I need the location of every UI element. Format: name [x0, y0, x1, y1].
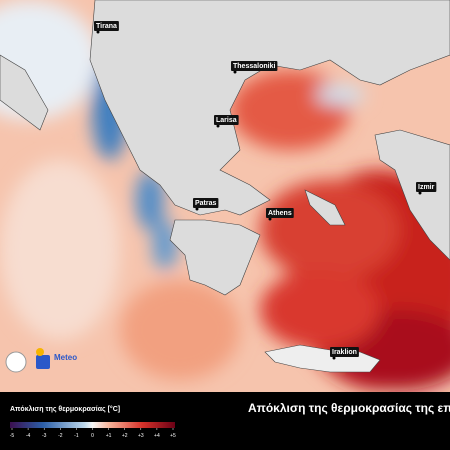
city-dot: [195, 207, 199, 211]
legend-title: Απόκλιση της θερμοκρασίας [°C]: [10, 405, 120, 413]
colorbar-tick-label: -2: [58, 433, 63, 439]
city-dot: [268, 217, 272, 221]
city-label-box: [231, 61, 278, 71]
city-label-box: [193, 198, 219, 208]
colorbar-tick-label: -4: [26, 433, 31, 439]
city-label: Larisa: [216, 117, 237, 124]
city-label-box: [416, 182, 437, 192]
legend-bar: [0, 392, 450, 450]
colorbar-ticks: -5 -4 -3 -2 -1 0 +1 +2 +3 +4 +5: [10, 428, 176, 439]
city-dot: [332, 356, 336, 360]
city-dot: [418, 191, 422, 195]
colorbar-tick-label: +5: [170, 433, 176, 439]
city-labels: Tirana Thessaloniki Larisa Patras Athens Izmi…: [94, 21, 437, 360]
city-dot: [233, 70, 237, 74]
colorbar-tick-label: +4: [154, 433, 160, 439]
city-dot: [96, 30, 100, 34]
colorbar-tick-label: +1: [106, 433, 112, 439]
logo-text: Meteo: [54, 353, 77, 362]
colorbar: [10, 422, 175, 428]
colorbar-tick-label: +3: [138, 433, 144, 439]
city-dot: [216, 124, 220, 128]
city-label: Tirana: [96, 23, 117, 30]
title: Απόκλιση της θερμοκρασίας της επιφ: [248, 401, 450, 415]
city-label: Patras: [195, 200, 217, 207]
city-label: Izmir: [418, 184, 435, 191]
colorbar-tick-label: -3: [42, 433, 47, 439]
city-label-box: [214, 115, 239, 125]
colorbar-tick-label: -5: [10, 433, 15, 439]
colorbar-tick-label: +2: [122, 433, 128, 439]
colorbar-tick-label: 0: [91, 433, 94, 439]
city-label-box: [266, 208, 294, 218]
city-label-box: [94, 21, 119, 31]
colorbar-tick-label: -1: [74, 433, 79, 439]
city-label-box: [330, 347, 359, 357]
city-label: Iraklion: [332, 349, 357, 356]
land: [0, 0, 450, 373]
city-label: Thessaloniki: [233, 63, 275, 70]
logo: Meteo: [5, 348, 77, 373]
city-label: Athens: [268, 210, 292, 217]
